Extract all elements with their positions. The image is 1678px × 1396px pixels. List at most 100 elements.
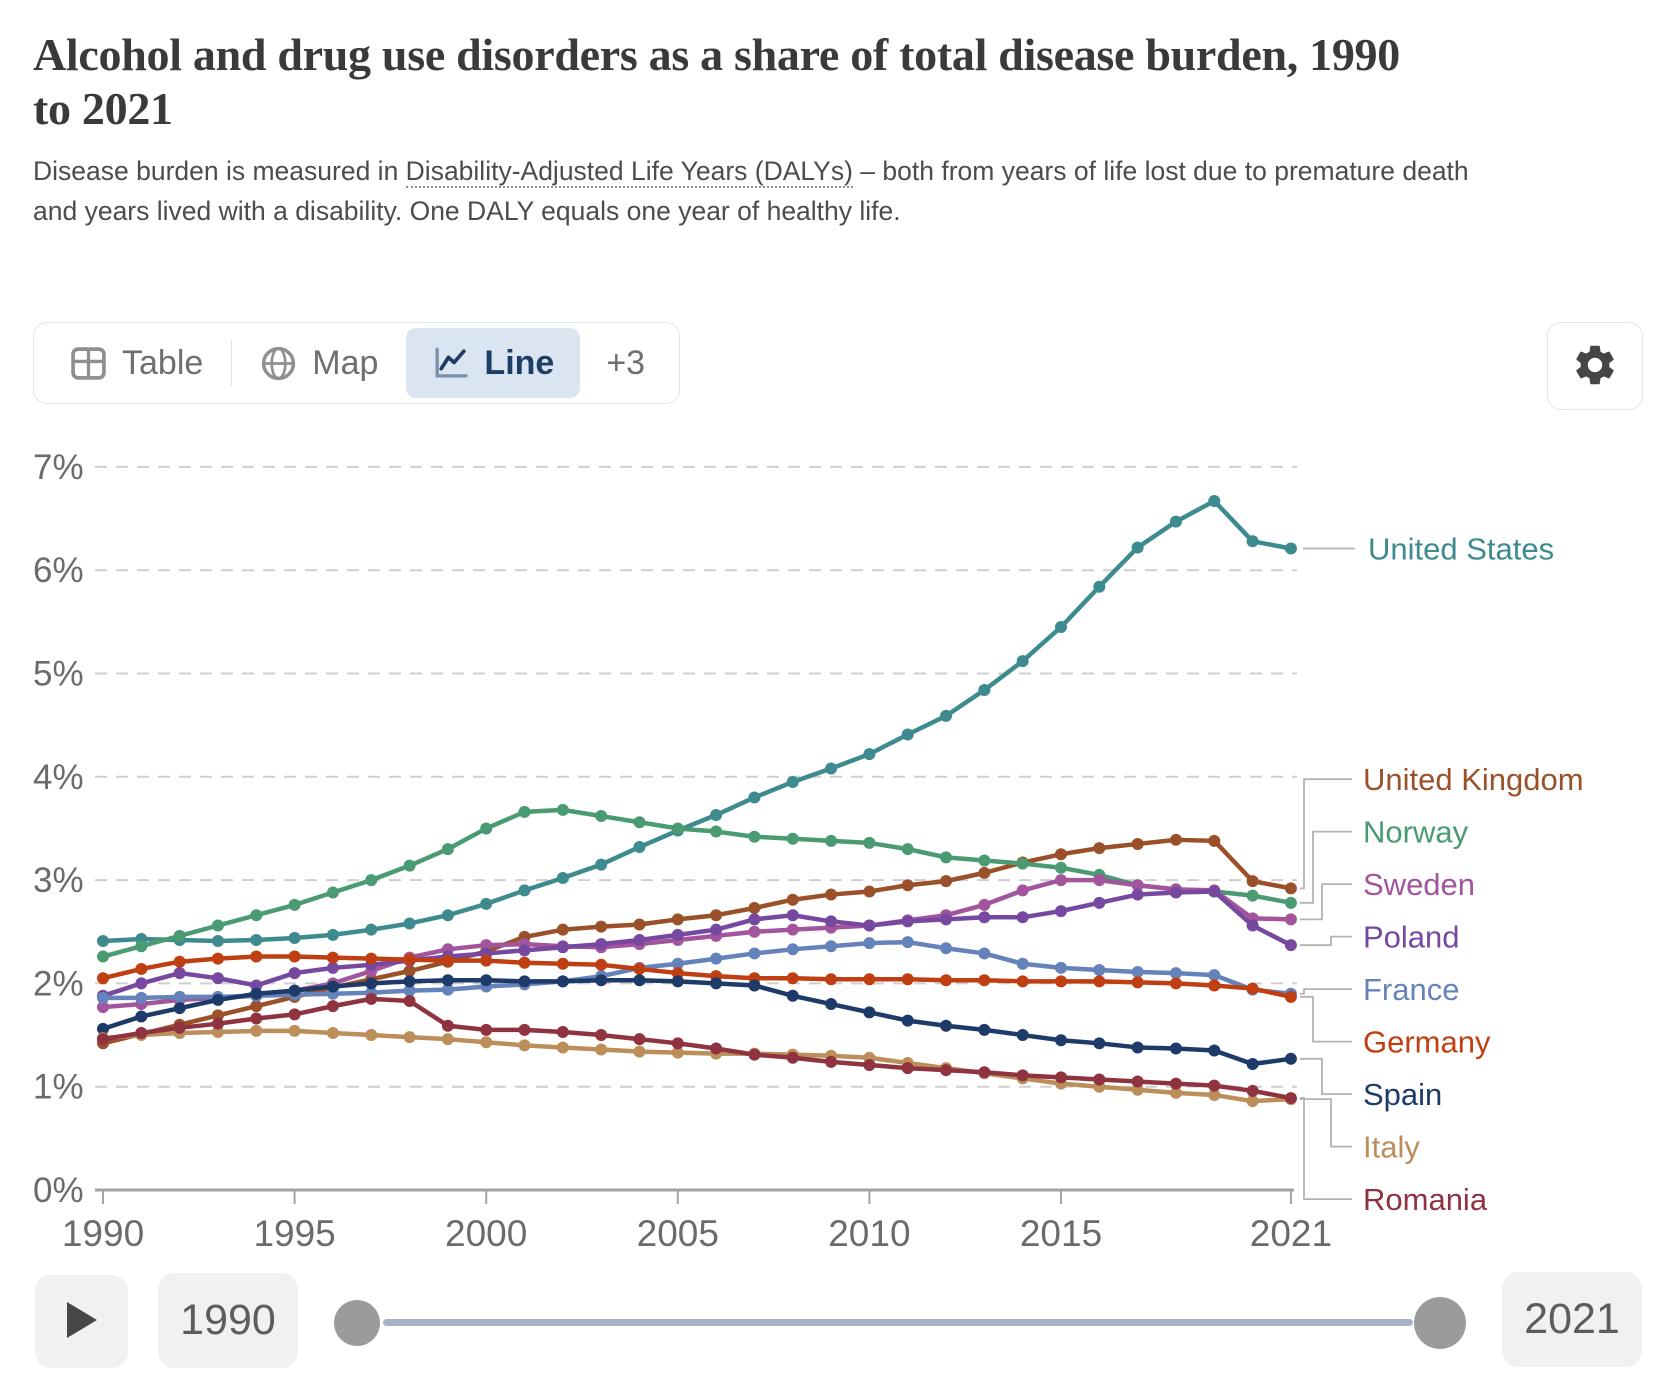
data-point: [671, 967, 684, 980]
label-connector: [1299, 1097, 1352, 1201]
series-line-spain[interactable]: [100, 978, 1294, 1067]
data-point: [825, 915, 838, 928]
data-point: [1208, 1079, 1221, 1092]
series-line-france[interactable]: [100, 939, 1294, 1001]
data-point: [365, 874, 378, 887]
series-line-united-kingdom[interactable]: [100, 837, 1294, 1046]
data-point: [97, 991, 109, 1004]
series-label-spain[interactable]: Spain: [1363, 1077, 1442, 1112]
data-point: [901, 843, 914, 856]
timeline-end-handle[interactable]: [1414, 1297, 1466, 1349]
settings-button[interactable]: [1547, 322, 1643, 410]
series-italy[interactable]: Italy: [97, 1024, 1420, 1165]
tab-divider: [231, 340, 233, 386]
series-label-united-states[interactable]: United States: [1368, 532, 1554, 567]
series-label-germany[interactable]: Germany: [1363, 1025, 1491, 1060]
data-point: [786, 775, 799, 788]
series-romania[interactable]: Romania: [97, 992, 1488, 1217]
label-connector: [1299, 778, 1352, 890]
data-point: [825, 888, 838, 901]
data-point: [786, 832, 799, 845]
data-point: [863, 885, 876, 898]
tab-line[interactable]: Line: [406, 328, 581, 398]
data-point: [1208, 969, 1221, 982]
page-title: Alcohol and drug use disorders as a shar…: [33, 29, 1400, 135]
series-line-romania[interactable]: [100, 996, 1294, 1101]
data-point: [1055, 975, 1067, 988]
data-point: [173, 1021, 186, 1034]
series-france[interactable]: France: [97, 936, 1459, 1007]
data-point: [518, 956, 531, 969]
series-line-germany[interactable]: [100, 954, 1294, 1000]
series-line-norway[interactable]: [100, 807, 1294, 959]
data-point: [250, 909, 263, 922]
x-tick-label: 2015: [1020, 1213, 1102, 1254]
y-tick-label: 7%: [33, 448, 84, 487]
data-point: [480, 939, 493, 952]
data-point: [211, 1025, 224, 1038]
data-point: [1093, 963, 1106, 976]
data-point: [518, 805, 531, 818]
data-point: [748, 830, 761, 843]
series-label-norway[interactable]: Norway: [1363, 815, 1469, 850]
data-point: [1208, 885, 1221, 898]
dalys-link[interactable]: Disability-Adjusted Life Years (DALYs): [405, 156, 853, 188]
tab-map[interactable]: Map: [232, 323, 406, 403]
label-connector: [1299, 830, 1352, 904]
data-point: [1246, 535, 1259, 548]
series-label-poland[interactable]: Poland: [1363, 920, 1460, 955]
data-point: [365, 923, 378, 936]
play-button[interactable]: [35, 1275, 128, 1368]
data-point: [1093, 874, 1106, 887]
data-point: [1016, 857, 1029, 870]
series-germany[interactable]: Germany: [97, 950, 1491, 1060]
data-point: [403, 984, 416, 997]
data-point: [863, 1059, 876, 1072]
data-point: [1131, 888, 1144, 901]
data-point: [671, 1046, 684, 1059]
series-label-romania[interactable]: Romania: [1363, 1182, 1488, 1217]
data-point: [1055, 1034, 1067, 1047]
more-tabs-button[interactable]: +3: [606, 343, 646, 382]
globe-icon: [260, 345, 297, 382]
data-point: [940, 1064, 953, 1077]
series-line-united-states[interactable]: [100, 498, 1294, 944]
data-point: [556, 1041, 569, 1054]
timeline-track[interactable]: [383, 1319, 1413, 1326]
data-point: [1055, 961, 1067, 974]
subtitle-text: – both from years of life lost due to pr…: [33, 156, 1469, 226]
series-united-states[interactable]: United States: [97, 494, 1554, 948]
line-chart[interactable]: 0% 1% 2% 3% 4% 5% 6% 7% 1990 1995 2000 2005 2010 2015…: [0, 0, 1678, 1270]
data-point: [250, 934, 263, 947]
timeline-start-handle[interactable]: [334, 1300, 380, 1346]
series-line-italy[interactable]: [100, 1028, 1294, 1104]
x-axis: 1990 1995 2000 2005 2010 2015 2021: [62, 1188, 1332, 1254]
data-point: [1131, 966, 1144, 979]
series-label-france[interactable]: France: [1363, 972, 1459, 1007]
data-point: [556, 975, 569, 988]
data-point: [863, 836, 876, 849]
series-line-poland[interactable]: [100, 889, 1294, 999]
data-point: [480, 974, 493, 987]
data-point: [518, 1023, 531, 1036]
data-point: [1208, 494, 1221, 507]
data-point: [480, 897, 493, 910]
tab-table[interactable]: Table: [42, 323, 231, 403]
data-point: [97, 935, 109, 948]
data-point: [97, 950, 109, 963]
data-point: [326, 886, 339, 899]
data-point: [135, 991, 148, 1004]
series-norway[interactable]: Norway: [97, 803, 1469, 963]
data-point: [940, 1019, 953, 1032]
data-point: [326, 1026, 339, 1039]
data-point: [595, 858, 608, 871]
data-point: [97, 1001, 109, 1014]
series-label-united-kingdom[interactable]: United Kingdom: [1363, 762, 1584, 797]
data-point: [480, 1036, 493, 1049]
data-point: [863, 937, 876, 950]
series-label-italy[interactable]: Italy: [1363, 1130, 1420, 1165]
data-point: [1055, 861, 1067, 874]
series-spain[interactable]: Spain: [97, 974, 1442, 1112]
data-point: [671, 913, 684, 926]
series-label-sweden[interactable]: Sweden: [1363, 867, 1475, 902]
